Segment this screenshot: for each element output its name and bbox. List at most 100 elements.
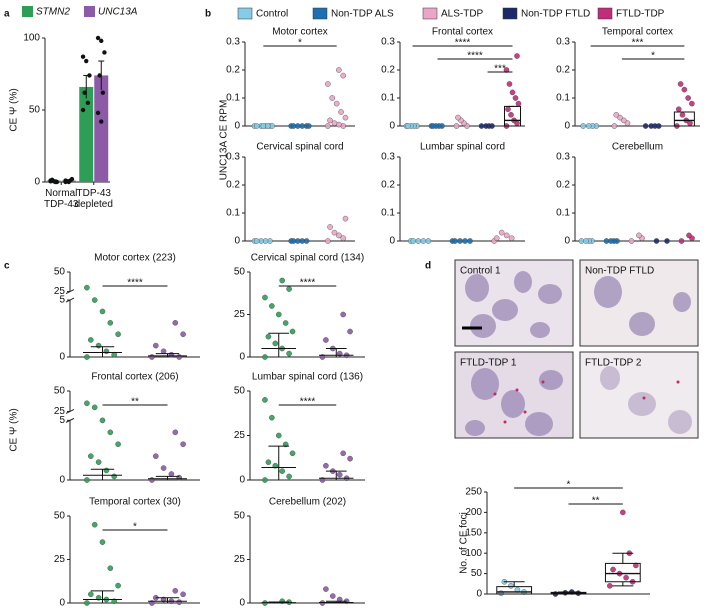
data-point	[583, 238, 589, 244]
micrograph	[579, 351, 699, 439]
data-point	[262, 477, 268, 483]
y-tick-label: 0.2	[556, 65, 570, 76]
y-tick-label: 0.3	[556, 152, 570, 163]
data-point	[286, 473, 292, 480]
subplot-title: Frontal cortex	[432, 27, 493, 38]
data-point	[323, 586, 329, 592]
nucleus	[668, 410, 692, 434]
data-point	[624, 120, 631, 126]
y-axis-label: UNC13A CE RPM	[219, 100, 230, 181]
data-point	[68, 178, 73, 183]
y-tick-label: 25	[54, 406, 66, 417]
legend-swatch	[237, 7, 253, 20]
box	[496, 586, 533, 595]
data-point	[262, 354, 268, 360]
data-point	[290, 123, 297, 129]
data-point	[176, 354, 182, 360]
data-point	[80, 107, 86, 113]
data-point	[333, 100, 340, 107]
data-point	[347, 455, 353, 462]
data-point	[608, 238, 614, 244]
data-point	[633, 562, 639, 569]
y-tick-label: 25	[234, 430, 246, 441]
data-point	[509, 89, 516, 96]
data-point	[329, 593, 336, 599]
data-point	[115, 331, 121, 338]
significance-label: *	[651, 51, 655, 62]
data-point	[265, 459, 272, 466]
data-point	[253, 123, 260, 129]
nucleus	[594, 276, 622, 308]
panel-letter: a	[4, 9, 10, 20]
data-point	[677, 81, 684, 87]
data-point	[84, 477, 90, 483]
data-point	[115, 582, 121, 589]
y-tick-label: 250	[465, 487, 482, 498]
y-tick-label: 0	[239, 475, 245, 486]
data-point	[48, 179, 53, 184]
data-point	[405, 123, 411, 129]
data-point	[653, 238, 660, 244]
data-point	[95, 35, 101, 41]
data-point	[686, 232, 692, 239]
data-point	[493, 235, 500, 241]
subplot-title: Cervical spinal cord (134)	[251, 253, 364, 264]
data-point	[338, 109, 344, 115]
data-point	[664, 238, 670, 244]
y-tick-label: 0	[476, 589, 482, 600]
data-point	[620, 117, 627, 124]
y-tick-label: 50	[29, 105, 41, 116]
data-point	[107, 565, 114, 572]
panel-letter: d	[425, 261, 431, 272]
bar	[79, 86, 94, 182]
data-point	[514, 53, 520, 59]
y-tick-label: 0.1	[381, 208, 395, 219]
box	[673, 111, 695, 127]
significance-label: *	[133, 522, 137, 533]
data-point	[111, 473, 117, 480]
nucleus	[465, 420, 485, 436]
data-point	[103, 348, 110, 355]
data-point	[80, 54, 86, 59]
data-point	[53, 179, 58, 185]
data-point	[462, 238, 468, 244]
y-tick-label: 25	[54, 554, 66, 565]
y-tick-label: 0.3	[381, 37, 395, 48]
nucleus	[629, 312, 655, 336]
data-point	[275, 311, 282, 318]
data-point	[107, 429, 114, 436]
data-point	[340, 235, 347, 241]
data-point	[95, 342, 102, 349]
data-point	[325, 123, 331, 129]
significance-label: ****	[127, 278, 143, 289]
legend-label: Non-TDP ALS	[331, 9, 394, 20]
data-point	[95, 110, 101, 116]
nucleus	[538, 284, 562, 304]
nucleus	[501, 390, 525, 418]
subplot-title: Frontal cortex (206)	[91, 372, 178, 383]
data-point	[149, 477, 155, 483]
y-tick-label: 0.2	[226, 65, 240, 76]
y-tick-label: 25	[234, 554, 246, 565]
data-point	[329, 95, 336, 101]
subplot-title: Lumbar spinal cord (136)	[252, 372, 363, 383]
data-point	[425, 238, 432, 244]
data-point	[88, 337, 94, 343]
data-point	[262, 294, 268, 301]
data-point	[336, 232, 342, 239]
data-point	[503, 232, 510, 239]
data-point	[279, 277, 286, 284]
data-point	[99, 38, 104, 44]
significance-label: ****	[300, 397, 316, 408]
data-point	[336, 471, 343, 478]
data-point	[282, 320, 289, 326]
y-tick-label: 50	[54, 511, 66, 522]
micrograph-label: FTLD-TDP 1	[460, 358, 517, 369]
data-point	[503, 67, 510, 73]
data-point	[97, 73, 102, 78]
data-point	[95, 459, 102, 465]
data-point	[172, 320, 179, 326]
data-point	[323, 337, 329, 343]
data-point	[152, 342, 159, 349]
nucleus	[530, 322, 550, 338]
